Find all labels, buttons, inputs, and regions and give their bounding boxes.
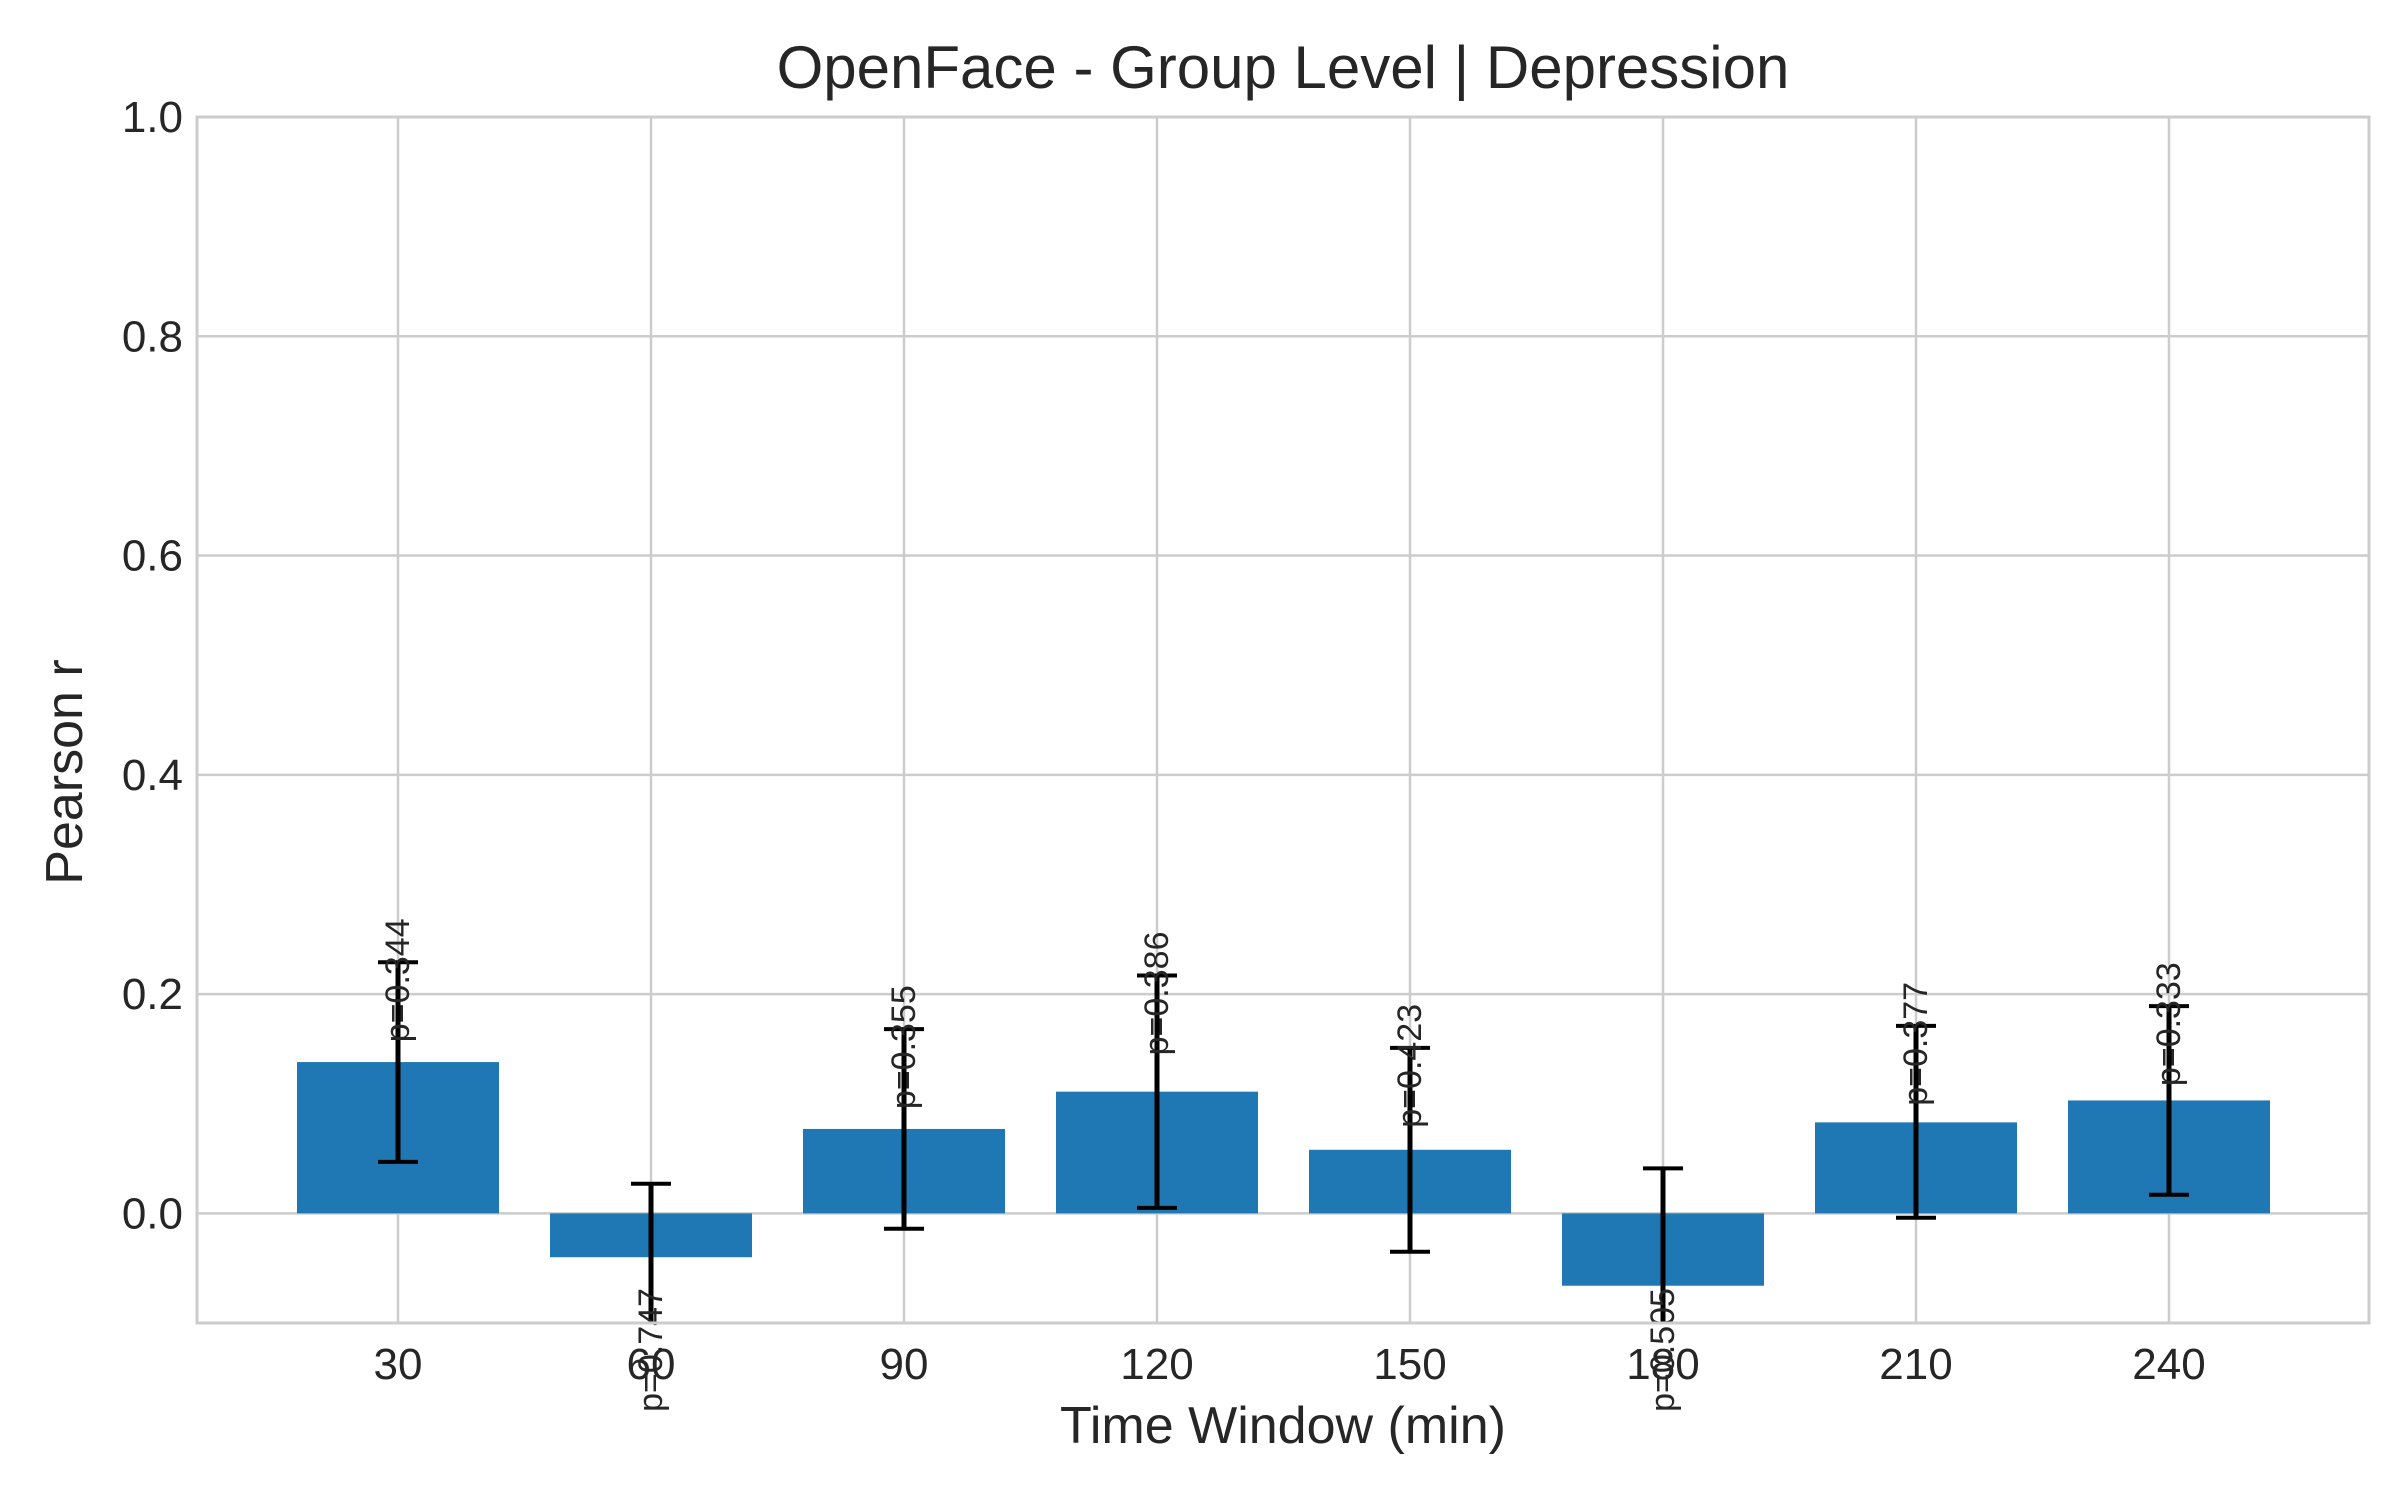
p-value-label: p=0.344 xyxy=(379,918,417,1042)
y-tick-label: 0.0 xyxy=(122,1189,183,1238)
p-value-label: p=0.377 xyxy=(1897,982,1935,1106)
x-tick-label: 60 xyxy=(627,1340,676,1389)
x-tick-label: 90 xyxy=(880,1340,929,1389)
chart-title: OpenFace - Group Level | Depression xyxy=(777,34,1790,101)
x-tick-label: 210 xyxy=(1879,1340,1952,1389)
grid-lines xyxy=(197,115,2369,1323)
p-value-label: p=0.355 xyxy=(885,985,923,1109)
p-value-label: p=0.747 xyxy=(632,1288,670,1412)
plot-frame xyxy=(195,115,2371,1325)
p-value-label: p=0.333 xyxy=(2150,962,2188,1086)
error-bars xyxy=(378,960,2189,1323)
y-tick-label: 1.0 xyxy=(122,93,183,142)
p-value-label: p=0.505 xyxy=(1644,1288,1682,1412)
p-value-label: p=0.423 xyxy=(1391,1004,1429,1128)
x-tick-label: 120 xyxy=(1120,1340,1193,1389)
x-axis-label: Time Window (min) xyxy=(1060,1397,1506,1455)
y-tick-label: 0.2 xyxy=(122,970,183,1019)
p-value-labels: p=0.344 p=0.747 p=0.355 p=0.386 p=0.423 p=0.5… xyxy=(379,918,2188,1412)
p-value-label: p=0.386 xyxy=(1138,932,1176,1056)
y-tick-label: 0.6 xyxy=(122,532,183,581)
tick-labels: 0.0 0.2 0.4 0.6 0.8 1.0 30 60 90 120 150 180 210 240 xyxy=(122,93,2206,1389)
x-tick-label: 30 xyxy=(374,1340,423,1389)
y-axis-label: Pearson r xyxy=(36,659,94,884)
x-tick-label: 150 xyxy=(1373,1340,1446,1389)
x-tick-label: 180 xyxy=(1626,1340,1699,1389)
y-tick-label: 0.4 xyxy=(122,751,183,800)
bars xyxy=(297,1062,2270,1286)
x-tick-label: 240 xyxy=(2132,1340,2205,1389)
y-tick-label: 0.8 xyxy=(122,312,183,361)
